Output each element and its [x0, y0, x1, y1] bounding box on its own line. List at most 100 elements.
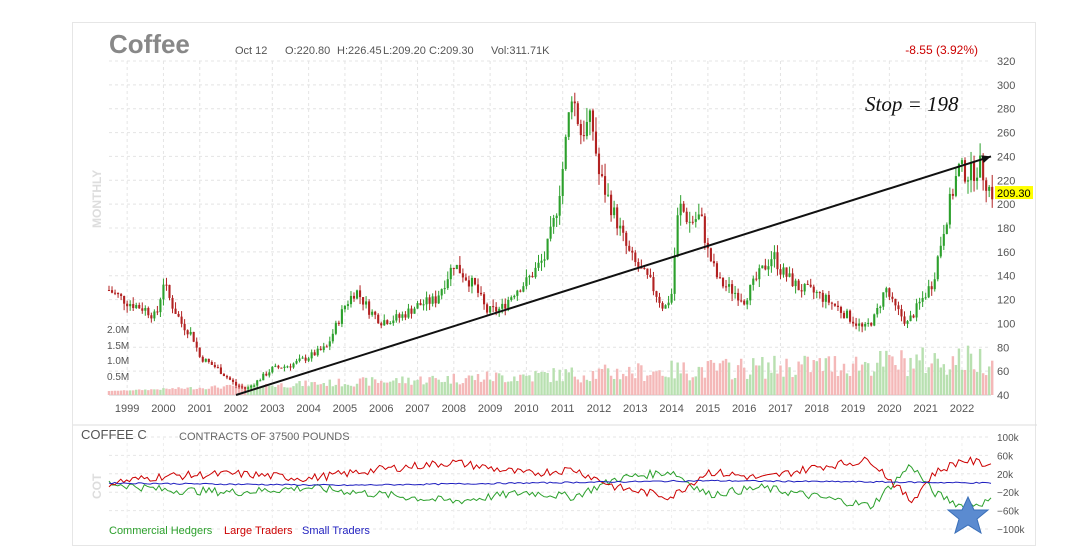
candle-body [216, 367, 219, 369]
cot-tick-label: −100k [997, 525, 1026, 536]
candle-body [186, 330, 189, 335]
volume-bar [972, 369, 976, 395]
volume-bar [628, 366, 631, 395]
candle-body [643, 268, 646, 270]
volume-bar [491, 381, 495, 395]
volume-bar [776, 373, 779, 395]
volume-bar [470, 375, 474, 395]
volume-bar [957, 348, 961, 395]
candle-body [797, 280, 800, 291]
volume-bar [960, 369, 964, 395]
volume-bar [779, 365, 782, 395]
volume-bar [870, 375, 873, 395]
candle-body [304, 357, 307, 361]
volume-bar [316, 384, 319, 395]
volume-bar [842, 363, 846, 395]
x-tick-label: 2004 [296, 403, 320, 415]
candle-body [625, 232, 628, 246]
candle-body [573, 101, 576, 104]
volume-bar [346, 384, 350, 395]
candle-body [156, 311, 159, 313]
candle-body [676, 215, 679, 257]
candle-body [174, 308, 177, 314]
candle-body [670, 293, 673, 303]
candle-body [464, 277, 467, 281]
candle-body [298, 358, 301, 361]
volume-bar [159, 389, 162, 395]
x-tick-label: 2013 [623, 403, 647, 415]
volume-bar [752, 358, 755, 395]
volume-bar [443, 381, 446, 395]
candle-body [247, 387, 250, 389]
volume-bar [528, 375, 531, 395]
candle-body [159, 299, 162, 313]
candle-body [401, 314, 404, 318]
volume-bar [963, 369, 967, 395]
volume-bar [664, 376, 667, 395]
period-label: MONTHLY [90, 170, 104, 228]
candle-body [107, 290, 111, 292]
volume-bar [225, 384, 229, 395]
x-tick-label: 1999 [115, 403, 139, 415]
cot-series-line [108, 479, 992, 487]
volume-bar [942, 364, 946, 395]
volume-bar [803, 355, 806, 395]
candle-body [540, 260, 543, 263]
y-tick-label: 240 [997, 151, 1015, 163]
candle-body [419, 303, 422, 306]
candle-body [567, 112, 570, 137]
candle-body [700, 214, 703, 217]
cot-tick-label: 20k [997, 470, 1014, 481]
candle-body [510, 297, 513, 300]
volume-bar [921, 347, 924, 395]
volume-bar [219, 388, 223, 395]
volume-bar [909, 357, 912, 395]
candle-body [504, 303, 507, 309]
candle-body [374, 311, 377, 315]
candle-body [165, 284, 168, 286]
candle-body [135, 305, 138, 308]
volume-bar [192, 389, 195, 395]
volume-bar [392, 380, 395, 395]
volume-bar [667, 377, 670, 395]
candle-body [531, 275, 534, 278]
candle-body [561, 168, 564, 196]
volume-bar [573, 376, 577, 395]
volume-bar [894, 365, 897, 395]
candle-body [761, 265, 764, 269]
volume-bar [237, 384, 241, 395]
volume-bar [749, 374, 752, 395]
candle-body [126, 303, 129, 307]
volume-bar [882, 366, 885, 395]
open-value: O:220.80 [285, 45, 330, 57]
candle-body [283, 366, 286, 368]
candle-body [591, 110, 595, 132]
candle-body [607, 194, 610, 196]
volume-bar [286, 387, 289, 395]
candle-body [691, 221, 694, 223]
candle-body [785, 267, 788, 277]
volume-bar [924, 372, 927, 395]
volume-bar [945, 374, 949, 395]
volume-bar [201, 388, 204, 395]
candle-body [525, 277, 528, 287]
candle-body [855, 323, 858, 326]
candle-body [380, 323, 383, 326]
volume-bar [885, 350, 888, 395]
candle-body [682, 203, 685, 212]
candle-body [337, 322, 340, 324]
volume-bar [162, 388, 165, 395]
candle-body [794, 280, 797, 287]
candle-body [827, 294, 830, 303]
volume-bar [836, 375, 840, 395]
volume-bar [370, 377, 374, 395]
candle-body [322, 346, 325, 351]
candle-body [262, 373, 265, 381]
volume-bar [915, 354, 918, 395]
candle-body [310, 352, 313, 359]
candle-body [973, 162, 976, 181]
volume-bar [839, 370, 843, 395]
candle-body [628, 245, 631, 251]
volume-bar [207, 388, 211, 395]
volume-bar [135, 389, 138, 395]
